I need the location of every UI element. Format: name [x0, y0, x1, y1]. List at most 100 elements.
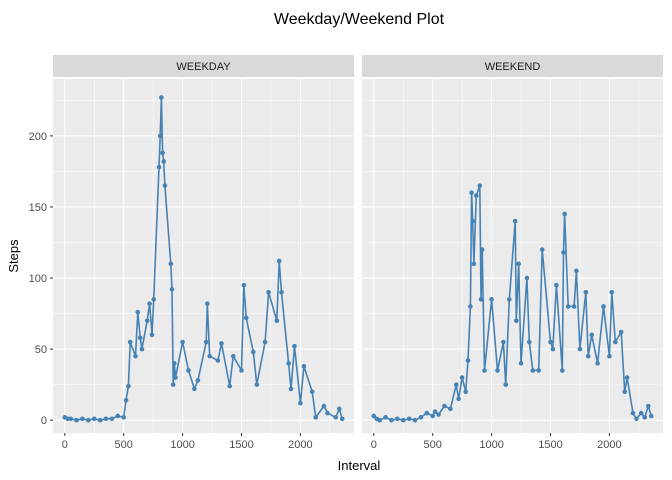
data-point	[292, 343, 297, 349]
data-point	[412, 417, 418, 423]
data-point	[86, 417, 91, 423]
gridlines	[53, 79, 354, 433]
data-point	[506, 297, 512, 302]
x-tick-label: 2000	[288, 439, 312, 451]
data-point	[371, 413, 377, 419]
data-point	[648, 413, 654, 419]
data-point	[160, 150, 165, 156]
data-point	[162, 183, 168, 188]
data-point	[618, 329, 624, 335]
data-point	[482, 368, 487, 373]
data-point	[562, 211, 567, 217]
data-point	[161, 159, 167, 164]
data-point	[230, 353, 236, 359]
data-point	[207, 353, 212, 359]
data-point	[74, 417, 79, 423]
data-point	[406, 416, 412, 422]
series-points	[62, 95, 345, 423]
data-point	[243, 315, 249, 321]
data-point	[456, 396, 461, 402]
x-tick-label: 2000	[597, 439, 621, 451]
x-axis: 0 500 1000 1500 2000	[62, 433, 313, 451]
data-point	[536, 368, 542, 373]
data-point	[180, 339, 185, 345]
data-point	[336, 406, 342, 412]
data-point	[469, 190, 474, 196]
data-point	[468, 304, 473, 309]
data-point	[400, 417, 406, 423]
data-point	[170, 382, 176, 387]
data-point	[333, 415, 339, 420]
data-point	[144, 318, 150, 323]
data-point	[583, 289, 589, 295]
data-point	[241, 282, 247, 288]
data-point	[453, 382, 459, 387]
strip-background	[362, 55, 663, 77]
data-point	[589, 332, 595, 338]
data-point	[516, 261, 521, 267]
data-point	[645, 403, 651, 409]
x-tick-label: 1500	[229, 439, 253, 451]
data-point	[68, 416, 73, 422]
data-point	[274, 318, 280, 323]
data-point	[448, 406, 453, 412]
data-point	[286, 361, 291, 366]
data-point	[424, 410, 430, 416]
data-point	[321, 403, 327, 409]
data-point	[585, 353, 591, 359]
data-point	[80, 416, 85, 422]
data-point	[149, 332, 155, 338]
strip-label: WEEKEND	[485, 61, 541, 73]
data-point	[514, 318, 519, 323]
strip-background	[53, 55, 354, 77]
data-point	[139, 346, 145, 352]
data-point	[571, 304, 577, 309]
data-point	[638, 410, 644, 416]
data-point	[601, 304, 606, 309]
data-point	[172, 361, 177, 366]
data-point	[630, 410, 636, 416]
data-point	[195, 378, 201, 383]
data-point	[383, 415, 388, 420]
data-point	[574, 268, 579, 274]
data-point	[622, 389, 628, 395]
data-point	[477, 183, 483, 188]
x-tick-label: 500	[424, 439, 442, 451]
data-point	[151, 297, 157, 302]
data-point	[339, 416, 345, 422]
data-point	[186, 368, 191, 373]
data-point	[418, 415, 424, 420]
data-point	[276, 258, 282, 264]
data-point	[215, 358, 221, 363]
y-axis-title: Steps	[6, 239, 21, 273]
data-point	[634, 416, 639, 422]
x-tick-label: 0	[371, 439, 377, 451]
data-point	[91, 416, 97, 422]
data-point	[479, 247, 485, 252]
data-point	[539, 247, 545, 252]
y-tick-label: 100	[29, 273, 47, 285]
data-point	[169, 287, 175, 292]
panel-weekend: WEEKEND 0 500 1000 1500 2000	[362, 55, 663, 451]
data-point	[530, 368, 536, 373]
data-point	[109, 416, 115, 422]
data-point	[147, 301, 152, 306]
data-point	[239, 368, 244, 373]
data-point	[156, 164, 162, 170]
data-point	[609, 289, 615, 295]
data-point	[389, 417, 394, 423]
x-tick-label: 1500	[538, 439, 562, 451]
data-point	[127, 339, 133, 345]
data-point	[595, 361, 600, 366]
data-point	[526, 339, 532, 345]
data-point	[168, 261, 174, 267]
data-point	[395, 416, 400, 422]
data-point	[612, 339, 618, 345]
data-point	[561, 250, 566, 255]
data-point	[298, 400, 303, 406]
data-point	[524, 275, 530, 281]
data-point	[126, 383, 131, 389]
x-tick-label: 500	[115, 439, 133, 451]
data-point	[137, 335, 143, 341]
data-point	[313, 415, 319, 420]
